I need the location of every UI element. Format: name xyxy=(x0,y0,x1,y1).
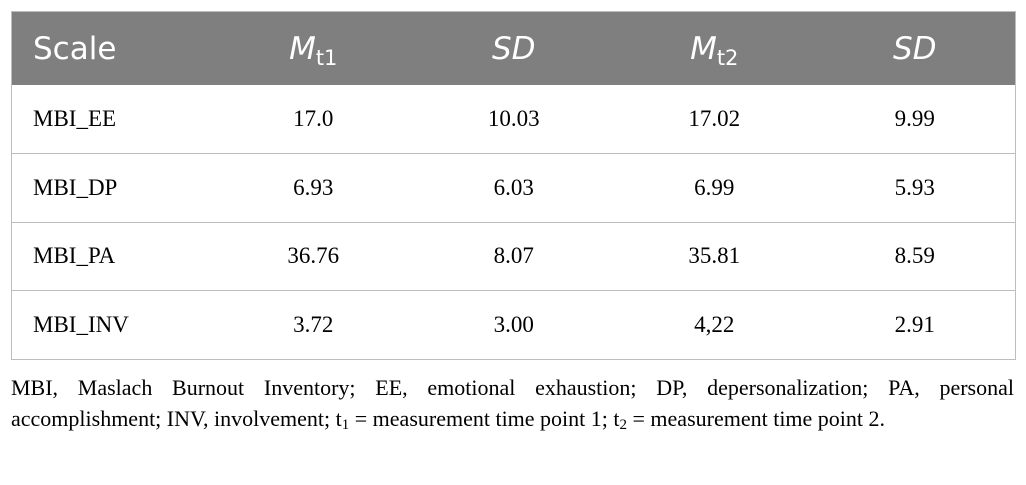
footnote-text-3: = measurement time point 2. xyxy=(627,406,886,431)
footnote-text-1: MBI, Maslach Burnout Inventory; EE, emot… xyxy=(11,375,1014,431)
header-mean-t1-symbol: M xyxy=(289,30,316,67)
cell-sd-t2: 2.91 xyxy=(814,290,1015,359)
cell-mean-t1: 36.76 xyxy=(213,221,414,291)
cell-mean-t1: 6.93 xyxy=(213,153,414,222)
table-footnote: MBI, Maslach Burnout Inventory; EE, emot… xyxy=(11,372,1014,434)
results-table-container: Scale Mt1 SD Mt2 SD MBI_EE 17.0 10.03 17… xyxy=(11,11,1016,360)
cell-scale: MBI_EE xyxy=(33,106,117,131)
cell-scale: MBI_PA xyxy=(12,221,213,291)
footnote-text-2: = measurement time point 1; t xyxy=(349,406,620,431)
header-mean-t2-symbol: M xyxy=(690,30,717,67)
cell-sd-t1: 10.03 xyxy=(487,106,540,131)
header-sd-t2: SD xyxy=(815,12,1016,85)
results-table: Scale Mt1 SD Mt2 SD MBI_EE 17.0 10.03 17… xyxy=(12,12,1015,359)
cell-mean-t2: 35.81 xyxy=(614,221,815,291)
footnote-sub-1: 1 xyxy=(341,417,350,433)
cell-mean-t2: 17.02 xyxy=(688,106,741,131)
cell-mean-t2: 4,22 xyxy=(614,290,815,359)
cell-mean-t2: 6.99 xyxy=(614,153,815,222)
header-mean-t1-subscript: t1 xyxy=(315,45,338,70)
header-sd-t1: SD xyxy=(414,12,615,85)
header-mean-t2: Mt2 xyxy=(614,12,815,85)
header-sd-t1-label: SD xyxy=(491,30,536,67)
cell-scale: MBI_INV xyxy=(12,290,213,359)
table-row: MBI_EE 17.0 10.03 17.02 9.99 xyxy=(12,85,1015,154)
cell-mean-t1: 17.0 xyxy=(293,106,334,131)
cell-sd-t2: 9.99 xyxy=(894,106,935,131)
table-header-row: Scale Mt1 SD Mt2 SD xyxy=(12,12,1015,85)
header-mean-t1: Mt1 xyxy=(213,12,414,85)
header-mean-t2-subscript: t2 xyxy=(716,45,739,70)
footnote-sub-2: 2 xyxy=(619,417,628,433)
cell-sd-t1: 6.03 xyxy=(413,153,614,222)
table-row: MBI_PA 36.76 8.07 35.81 8.59 xyxy=(12,221,1015,291)
table-row: MBI_INV 3.72 3.00 4,22 2.91 xyxy=(12,290,1015,359)
cell-sd-t1: 8.07 xyxy=(413,221,614,291)
header-sd-t2-label: SD xyxy=(892,30,937,67)
cell-sd-t2: 5.93 xyxy=(814,153,1015,222)
cell-scale: MBI_DP xyxy=(12,153,213,222)
cell-sd-t2: 8.59 xyxy=(814,221,1015,291)
cell-sd-t1: 3.00 xyxy=(413,290,614,359)
table-row: MBI_DP 6.93 6.03 6.99 5.93 xyxy=(12,153,1015,222)
header-scale: Scale xyxy=(33,30,117,67)
cell-mean-t1: 3.72 xyxy=(213,290,414,359)
